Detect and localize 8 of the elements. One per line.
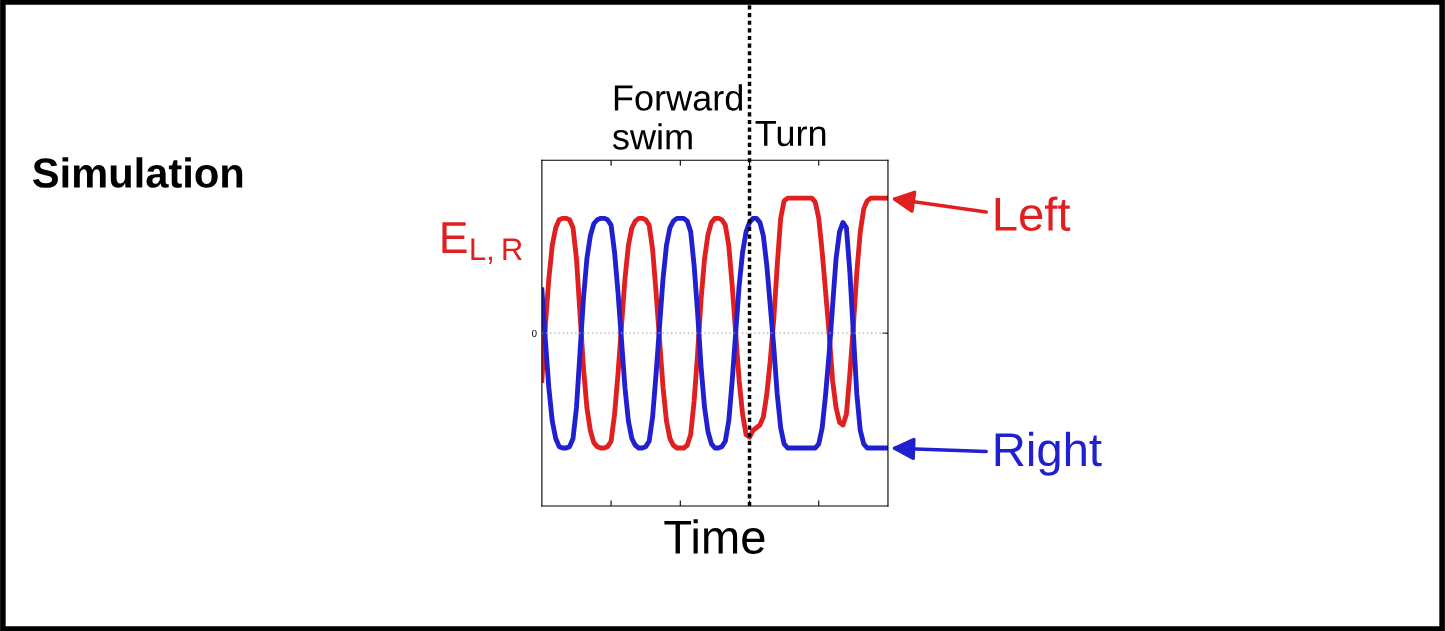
legend-label: Right (995, 431, 1102, 476)
y-axis-title: E$_{L,R}$ (442, 222, 522, 264)
text: Turn (755, 121, 826, 147)
x-axis-title: Time (664, 519, 765, 554)
text: Simulation (32, 157, 243, 188)
ref-line-label: 0 (531, 329, 537, 337)
text: Forward swim (612, 84, 743, 150)
legend-label: Left (995, 196, 1071, 232)
